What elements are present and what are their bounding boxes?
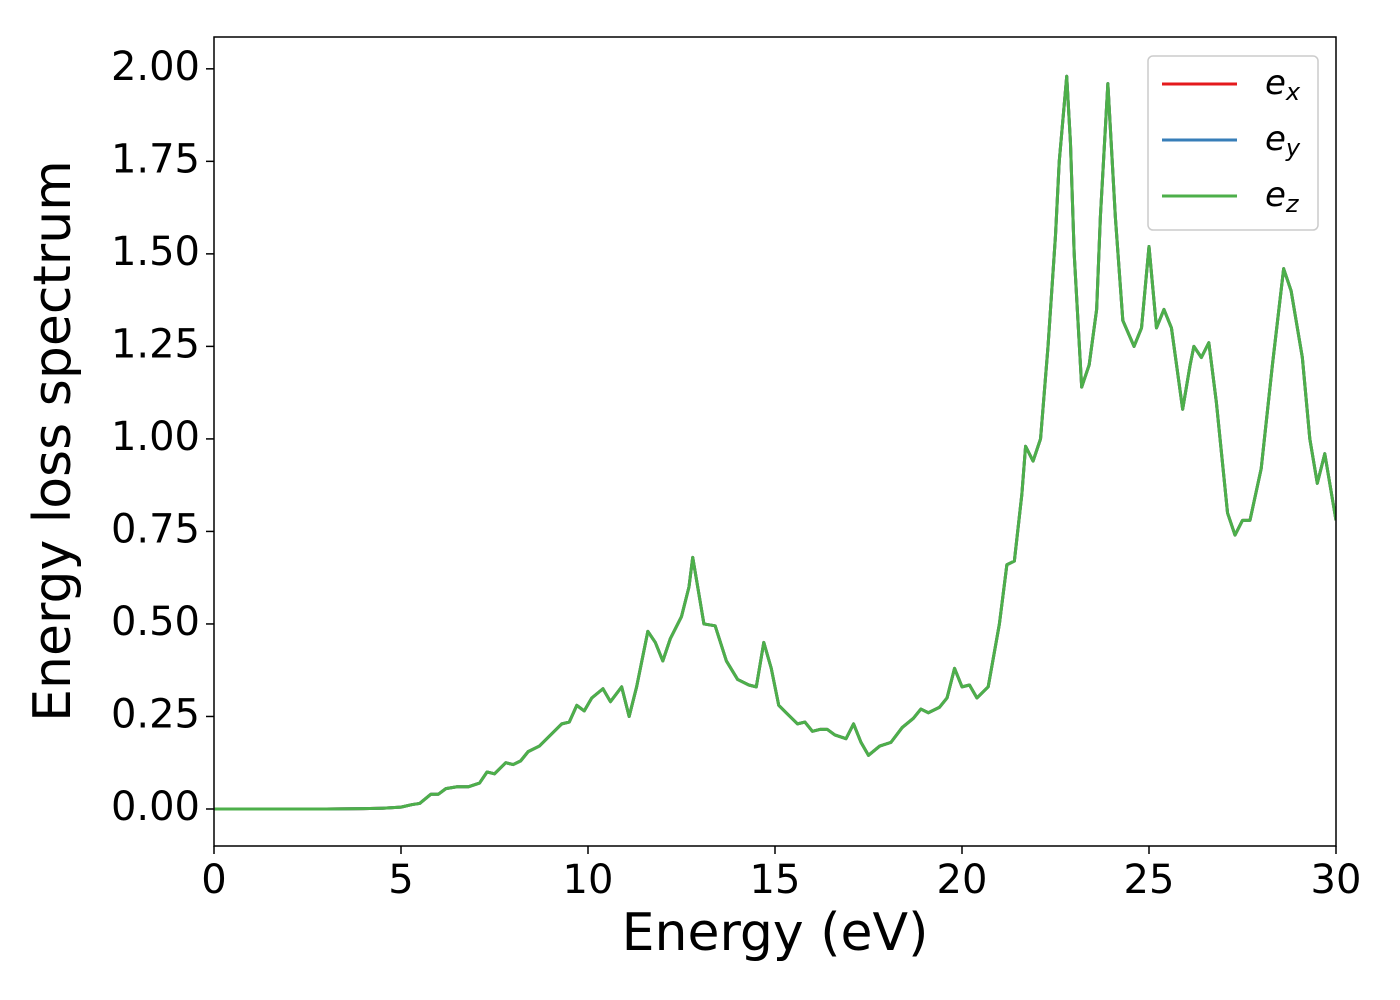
x-tick-label: 10 [563,857,614,903]
y-tick-label: 1.75 [111,136,200,182]
x-tick-label: 30 [1311,857,1362,903]
y-tick-label: 0.00 [111,784,200,830]
x-tick-label: 0 [201,857,226,903]
y-axis-label: Energy loss spectrum [23,160,83,722]
plot-frame [213,36,1337,847]
x-tick-label: 25 [1124,857,1175,903]
legend-label: ey [1265,119,1301,163]
x-tick-label: 15 [750,857,801,903]
legend-box [1147,55,1319,231]
y-tick-label: 0.50 [111,599,200,645]
y-tick-label: 1.25 [111,321,200,367]
x-axis-label: Energy (eV) [622,903,929,963]
y-tick-label: 1.00 [111,414,200,460]
y-tick-label: 0.25 [111,691,200,737]
series-line [214,74,1336,811]
x-tick-label: 5 [388,857,413,903]
legend-label: ex [1265,63,1301,107]
y-tick-label: 1.50 [111,229,200,275]
x-tick-label: 20 [937,857,988,903]
legend-label: ez [1265,175,1300,219]
y-tick-label: 0.75 [111,506,200,552]
y-tick-label: 2.00 [111,44,200,90]
